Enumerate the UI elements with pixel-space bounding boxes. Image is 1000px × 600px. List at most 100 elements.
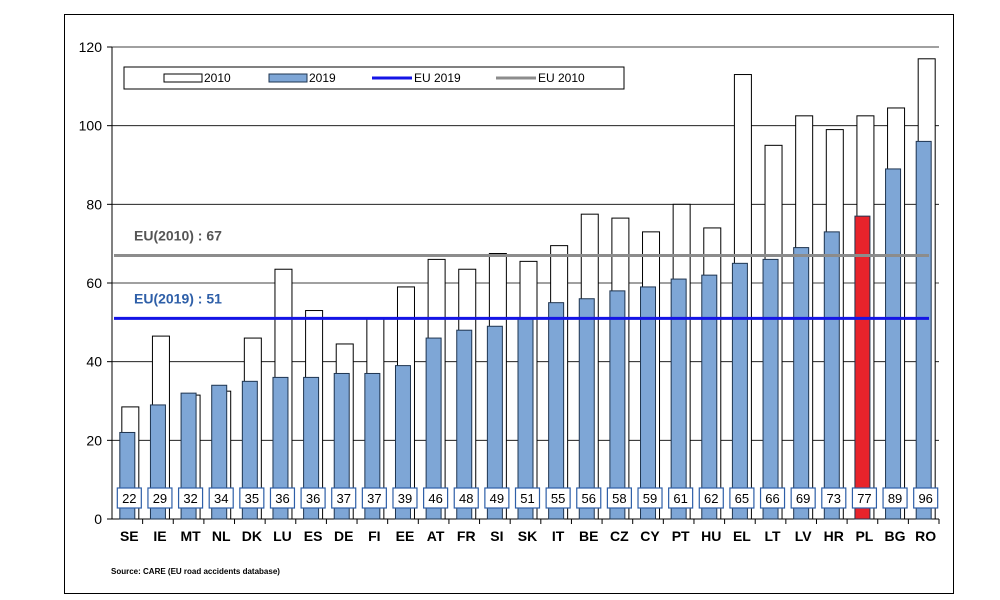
data-label-box-hu [698,487,724,509]
bar-2019-bg [885,168,902,520]
data-label-box-ee [392,487,418,509]
data-label-sk: 51 [520,491,534,506]
reference-label-eu-2010: EU(2010) : 67 [134,227,222,243]
y-tick-label: 20 [86,432,102,448]
data-label-box-lv [790,487,816,509]
data-label-box-de [331,487,357,509]
data-label-box-el [729,487,755,509]
x-tick-label-bg: BG [885,528,906,544]
data-label-box-bg [882,487,908,509]
legend-label-2010: 2010 [204,71,231,85]
data-label-box-hr [821,487,847,509]
data-label-box-cy [637,487,663,509]
x-tick-label-hu: HU [701,528,721,544]
data-label-box-lt [759,487,786,509]
bar-2019-nl [211,384,228,520]
x-tick-label-de: DE [334,528,353,544]
bar-2019-pt [670,278,687,520]
bar-2019-lu [272,376,289,520]
data-label-box-ie [147,487,173,509]
source-note: Source: CARE (EU road accidents database… [111,567,280,576]
bar-2019-hu [701,274,718,520]
chart-frame: 0 20 40 60 80 100 120 SE IE MT NL DK LU ES DE FI EE AT FR S… [64,14,954,594]
y-tick-label: 120 [79,39,103,55]
x-tick-label-it: IT [552,528,565,544]
data-label-box-be [576,487,602,509]
data-label-ee: 39 [398,491,412,506]
data-label-mt: 32 [183,491,197,506]
bar-2019-at [425,337,442,520]
data-label-se: 22 [122,491,136,506]
bar-2019-fi [364,372,381,520]
bar-2019-fr [456,329,473,520]
y-tick-label: 40 [86,354,102,370]
x-tick-label-nl: NL [212,528,231,544]
x-tick-label-lt: LT [764,528,781,544]
x-tick-label-si: SI [490,528,503,544]
bar-2019-ee [394,365,411,520]
x-tick-label-lu: LU [273,528,292,544]
data-label-lu: 36 [275,491,289,506]
bar-2019-de [333,372,350,520]
x-tick-label-se: SE [120,528,139,544]
data-label-box-at [423,487,449,509]
bar-2019-lt [762,258,779,520]
x-tick-label-ro: RO [915,528,936,544]
bar-2019-es [303,376,320,520]
data-label-box-nl [208,487,234,509]
bar-2019-cz [609,290,626,520]
data-label-box-lu [269,487,296,509]
x-tick-label-cz: CZ [610,528,629,544]
x-tick-label-pt: PT [672,528,690,544]
x-tick-label-fr: FR [457,528,476,544]
data-label-box-es [300,487,326,509]
x-tick-label-dk: DK [242,528,262,544]
x-tick-label-hr: HR [824,528,844,544]
x-tick-label-at: AT [427,528,445,544]
reference-label-eu-2019: EU(2019) : 51 [134,290,222,306]
data-label-bg: 89 [888,491,902,506]
data-label-box-fi [361,487,387,509]
data-label-dk: 35 [245,491,259,506]
x-tick-label-lv: LV [795,528,813,544]
bar-2019-el [731,262,748,520]
bar-chart: 0 20 40 60 80 100 120 SE IE MT NL DK LU ES DE FI EE AT FR S… [79,39,940,544]
data-label-de: 37 [336,491,350,506]
data-label-box-mt [177,487,204,509]
data-label-si: 49 [490,491,504,506]
x-tick-label-es: ES [304,528,323,544]
bar-2019-pl [854,215,871,520]
data-label-cz: 58 [612,491,626,506]
x-tick-label-ie: IE [153,528,166,544]
x-tick-label-ee: EE [396,528,415,544]
data-label-box-ro [913,487,939,509]
bar-2019-si [486,325,503,520]
data-label-ie: 29 [153,491,167,506]
x-tick-label-be: BE [579,528,598,544]
y-tick-label: 80 [86,196,102,212]
data-label-box-si [484,487,510,509]
data-label-es: 36 [306,491,320,506]
x-tick-label-cy: CY [640,528,660,544]
data-label-hr: 73 [827,491,841,506]
bar-2019-cy [640,286,657,520]
data-label-box-dk [239,487,265,509]
bar-2019-hr [823,231,840,520]
data-label-ro: 96 [918,491,932,506]
x-tick-label-mt: MT [180,528,201,544]
data-label-fi: 37 [367,491,381,506]
legend-label-eu-2019: EU 2019 [414,71,461,85]
bar-2019-be [578,298,595,520]
data-label-box-sk [514,487,541,509]
legend-swatch-2019 [268,73,308,83]
y-tick-label: 100 [79,118,103,134]
data-label-box-fr [453,487,479,509]
legend-label-eu-2010: EU 2010 [538,71,585,85]
x-tick-label-pl: PL [855,528,873,544]
data-label-hu: 62 [704,491,718,506]
data-label-box-it [545,487,571,509]
x-tick-label-fi: FI [368,528,380,544]
data-label-el: 65 [735,491,749,506]
data-label-fr: 48 [459,491,473,506]
data-label-pl: 77 [857,491,871,506]
